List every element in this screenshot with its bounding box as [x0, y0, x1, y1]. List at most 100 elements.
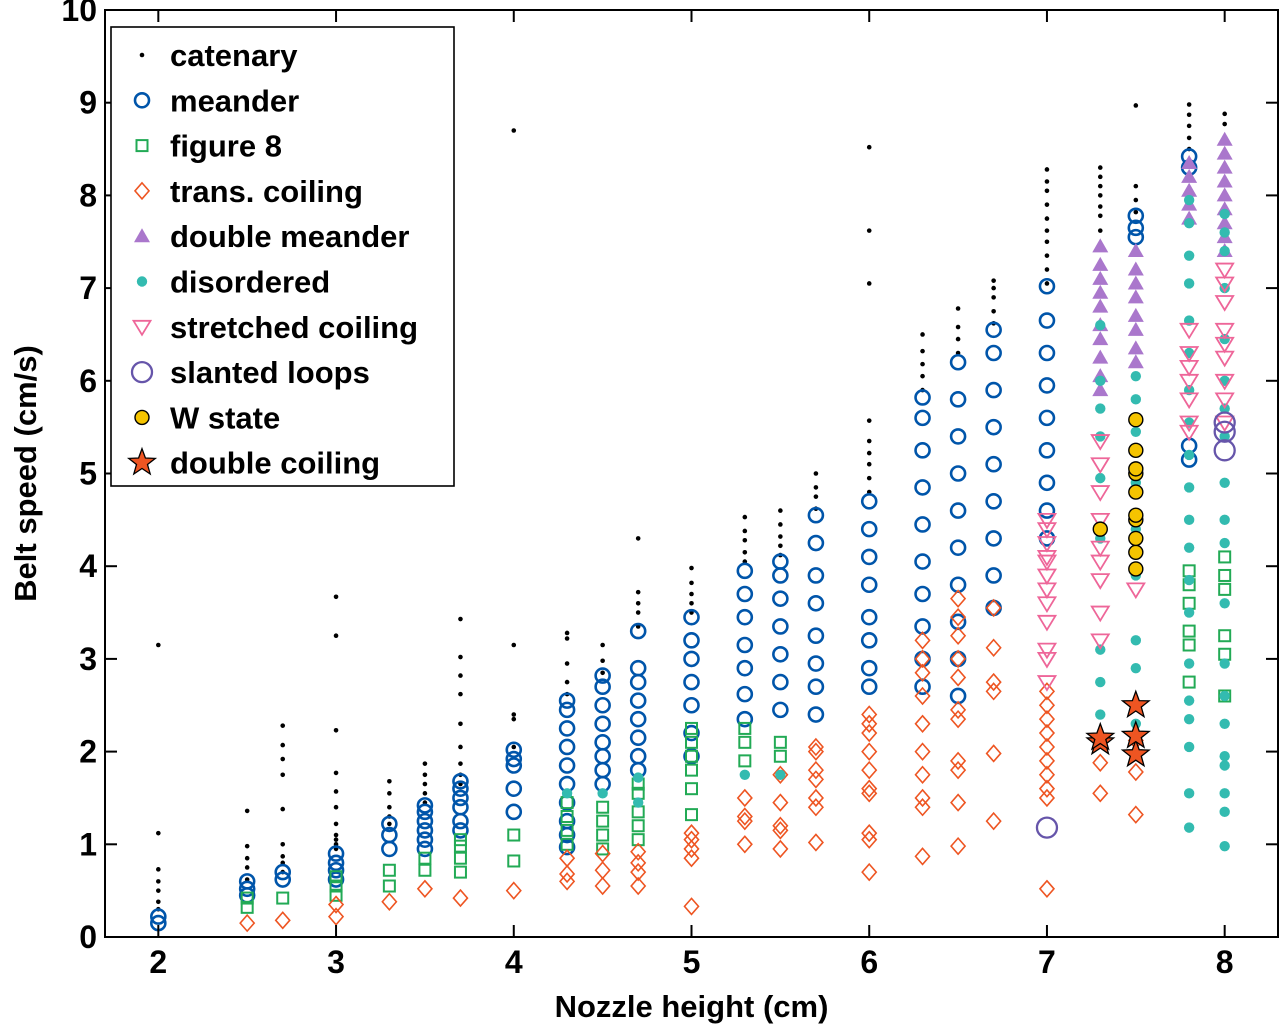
data-point	[950, 709, 967, 729]
data-point	[683, 747, 700, 765]
data-point	[635, 589, 641, 595]
data-point	[1120, 738, 1151, 768]
x-axis-label: Nozzle height (cm)	[555, 989, 829, 1024]
data-point	[1179, 392, 1200, 410]
data-point	[1127, 207, 1145, 225]
data-point	[985, 682, 1002, 701]
data-point	[950, 760, 967, 780]
y-tick-label: 0	[79, 919, 97, 955]
data-point	[1218, 629, 1232, 643]
data-point	[742, 514, 748, 520]
legend-label: catenary	[170, 38, 298, 73]
data-point	[1218, 582, 1232, 596]
data-point	[1044, 179, 1050, 184]
data-point	[422, 772, 428, 778]
data-point	[1183, 218, 1195, 229]
data-point	[772, 793, 789, 812]
data-point	[458, 654, 463, 660]
data-point	[635, 600, 641, 606]
data-point	[329, 870, 343, 884]
legend-item: disordered	[136, 265, 330, 300]
legend-label: slanted loops	[170, 355, 370, 390]
data-point	[1219, 227, 1230, 238]
data-point	[1090, 512, 1111, 530]
data-point	[1133, 209, 1139, 215]
legend: catenary meander figure 8 trans. coiling dou…	[110, 26, 455, 487]
data-point	[950, 751, 967, 771]
data-point	[1038, 409, 1056, 427]
data-point	[1092, 238, 1109, 253]
data-point	[1128, 507, 1144, 523]
data-point	[387, 804, 392, 810]
data-point	[1036, 652, 1058, 669]
legend-label: double meander	[170, 219, 409, 254]
data-point	[1095, 472, 1106, 484]
data-point	[985, 321, 1002, 339]
data-point	[738, 735, 752, 749]
data-point	[1092, 382, 1109, 397]
data-point	[452, 822, 469, 839]
data-point	[861, 830, 878, 849]
y-tick-label: 3	[79, 641, 97, 677]
data-point	[950, 649, 967, 669]
data-point	[683, 897, 700, 916]
data-point	[949, 428, 967, 445]
data-point	[1219, 751, 1230, 762]
data-point	[1213, 411, 1236, 434]
data-point	[778, 522, 783, 527]
data-point	[1090, 540, 1111, 558]
x-tick-label: 5	[683, 944, 701, 980]
data-point	[458, 673, 463, 678]
data-point	[1097, 213, 1103, 219]
data-point	[1044, 253, 1050, 258]
data-point	[1218, 689, 1232, 703]
data-point	[1214, 392, 1235, 410]
data-point	[1044, 239, 1050, 245]
data-point	[807, 742, 824, 761]
data-point	[600, 658, 605, 664]
data-point	[156, 879, 161, 884]
data-point	[1090, 633, 1111, 651]
data-point	[505, 757, 523, 774]
data-point	[775, 769, 786, 780]
data-point	[558, 692, 576, 709]
data-point	[914, 389, 931, 406]
data-point	[949, 465, 967, 482]
data-point	[416, 803, 434, 821]
data-point	[914, 788, 931, 808]
data-point	[594, 678, 611, 696]
data-point	[685, 721, 698, 735]
data-point	[1219, 840, 1230, 852]
data-point	[156, 642, 161, 648]
data-point	[683, 839, 700, 859]
data-point	[280, 742, 286, 748]
legend-item: slanted loops	[130, 355, 370, 390]
data-point	[742, 549, 748, 555]
data-point	[985, 598, 1002, 618]
data-point	[955, 324, 961, 330]
data-point	[1182, 564, 1196, 578]
data-point	[1038, 737, 1056, 757]
data-point	[422, 781, 428, 787]
data-point	[511, 744, 517, 750]
legend-marker	[139, 52, 145, 58]
data-point	[1214, 262, 1235, 280]
data-point	[276, 891, 290, 905]
data-point	[914, 765, 931, 784]
data-point	[600, 642, 605, 648]
series-figure-8	[240, 550, 1232, 914]
data-point	[1183, 574, 1195, 586]
data-point	[1127, 275, 1144, 290]
data-point	[772, 673, 789, 691]
legend-label: double coiling	[170, 446, 380, 481]
data-point	[861, 723, 878, 743]
data-point	[1214, 350, 1235, 368]
data-point	[333, 633, 339, 639]
data-point	[560, 809, 574, 823]
data-point	[689, 580, 694, 586]
legend-marker	[134, 409, 150, 426]
data-point	[807, 737, 824, 757]
data-point	[914, 553, 931, 570]
data-point	[1186, 102, 1192, 107]
data-point	[860, 520, 878, 538]
